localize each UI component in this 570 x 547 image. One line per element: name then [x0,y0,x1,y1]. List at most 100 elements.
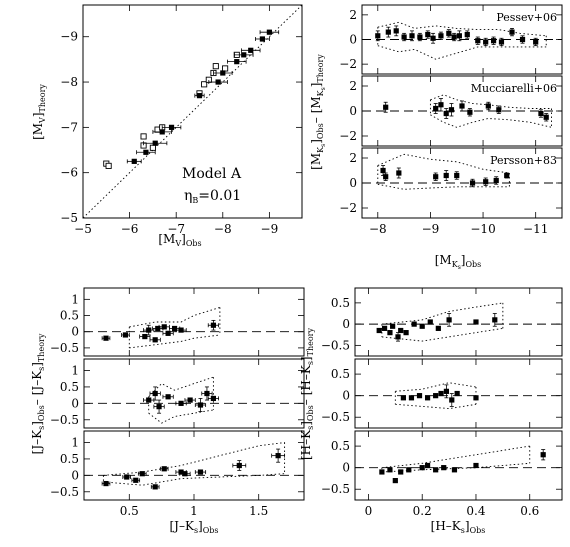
data-point [204,390,210,397]
data-point [152,484,158,490]
y-tick-label: 2 [349,79,357,93]
y-tick-label: −0.5 [50,341,79,355]
data-point [182,471,188,477]
data-point [178,469,184,475]
envelope-lower-line [148,409,214,424]
data-point [469,180,476,186]
data-point [139,471,145,477]
y-tick-label: 0.5 [331,367,350,381]
data-point [540,452,546,458]
data-point [443,388,450,394]
data-point [449,397,455,403]
panel-mk_top: −2 0 2 Pessev+06 [339,4,563,75]
data-point [168,124,175,130]
x-axis-label: [H–Ks]Obs [431,519,486,535]
data-point [178,327,184,333]
data-point [538,110,544,117]
panel-jk_bot: −0.5 0 0.5 1 0.5 1 1.5 [50,430,305,518]
data-point [496,107,502,113]
shared-y-axis-label-text: [J–Ks]Obs–[J–Ks]Theory [30,333,46,454]
data-point [498,39,505,45]
data-point [197,402,204,408]
y-tick-label: 0.5 [60,380,79,394]
data-point [408,395,415,401]
x-tick-label: −5 [74,222,92,236]
plot-frame [83,287,305,357]
data-point [448,107,455,113]
data-point [454,172,460,179]
y-tick-label: 0.5 [60,452,79,466]
data-point [519,36,526,43]
plot-frame [354,430,563,501]
envelope-lower-line [377,45,547,60]
y-axis-label: [MV]Theory [31,84,47,140]
data-point [411,321,417,327]
y-tick-label: −0.5 [321,338,350,352]
y-tick-label: 0.5 [331,439,350,453]
shared-y-axis-label-text: [MKs]Obs–[MKs]Theory [309,54,327,170]
shared-y-axis-label: [MKs]Obs–[MKs]Theory [309,54,327,170]
shared-y-axis-label: [H–Ks]Obs–[H–Ks]Theory [299,328,315,461]
data-point [161,324,167,330]
data-point [379,469,385,475]
data-point [259,36,265,42]
data-point [406,467,412,473]
x-tick-label: −6 [121,222,139,236]
identity-line [82,4,303,219]
envelope-lower-line [377,183,510,190]
y-tick-label: 0 [342,389,350,403]
data-point [417,34,423,40]
envelope-lower-line [430,114,552,128]
y-tick-label: 0.5 [331,296,350,310]
y-tick-label: 0 [349,33,357,47]
plot-frame [354,287,563,357]
y-tick-label: 0 [349,104,357,118]
data-point [438,102,444,108]
x-axis-label: [MV]Obs [158,232,201,248]
data-point [103,335,109,341]
panel-hk_bot: −0.5 0 0.5 0 0.2 0.4 0.6 [321,430,563,518]
data-point [155,325,161,332]
data-point [266,29,272,35]
envelope-upper-line [377,153,510,174]
data-point [395,334,401,340]
envelope-upper-line [377,21,547,37]
data-point [438,390,444,397]
data-point [433,174,439,180]
y-tick-label: −2 [339,129,357,143]
y-tick-label: 1 [71,364,79,378]
y-tick-label: 0.5 [60,309,79,323]
data-point [178,400,184,406]
data-point [409,33,415,39]
envelope-lower-line [103,473,285,486]
data-point [483,39,489,45]
data-point [152,140,158,146]
panel-source-label: Pessev+06 [496,11,557,24]
panel-hk_mid: −0.5 0 0.5 [321,358,563,429]
y-tick-label: −2 [339,57,357,71]
data-point [210,322,217,328]
x-tick-label: 1 [190,504,198,518]
data-point [509,29,515,35]
data-point [493,177,499,184]
x-tick-label: 0.6 [520,504,539,518]
open-data-point [140,133,147,140]
data-point [375,33,381,39]
eta-annotation: ηB=0.01 [184,188,241,205]
x-axis-label: [MKs]Obs [435,253,482,271]
data-point [387,467,393,473]
envelope-lower-line [381,327,503,342]
data-point [124,474,130,480]
y-tick-label: −0.5 [50,413,79,427]
open-data-point [212,63,219,70]
data-point [446,317,452,323]
y-tick-label: 0 [71,396,79,410]
data-point [156,404,162,410]
data-point [419,465,425,471]
data-point [383,104,389,110]
data-point [473,462,479,469]
data-point [381,325,388,331]
x-tick-label: 0.2 [413,504,432,518]
envelope-upper-line [148,376,214,398]
